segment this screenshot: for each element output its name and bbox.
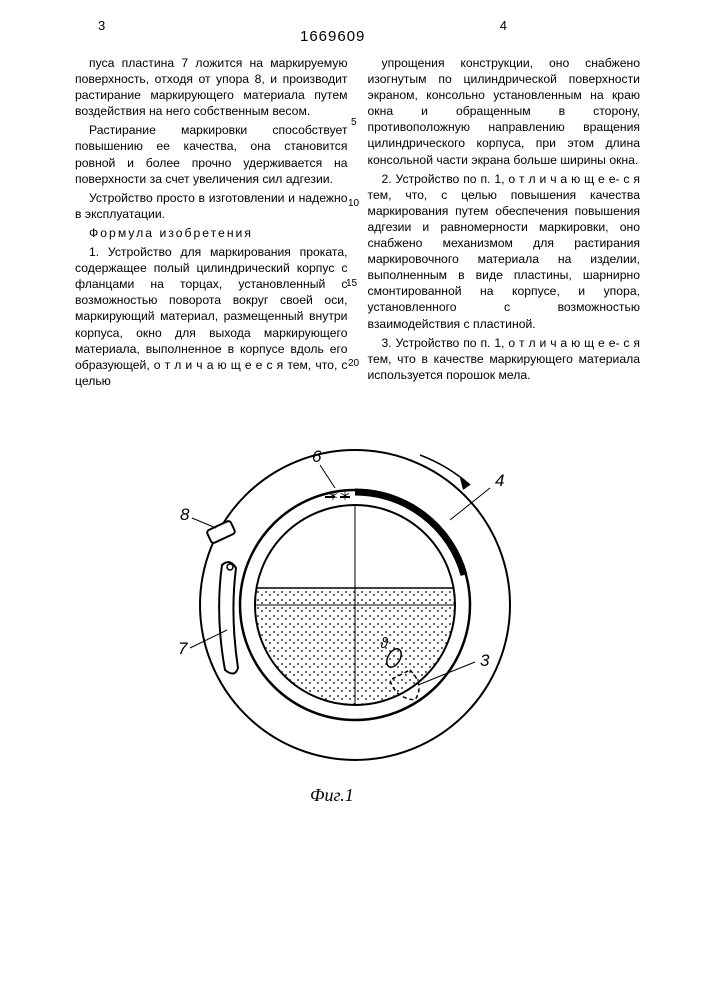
angle-mark: ϑ [380,635,389,652]
fig-label-6: 6 [312,447,322,466]
fig-label-7: 7 [178,639,188,658]
right-p2: 2. Устройство по п. 1, о т л и ч а ю щ е… [368,171,641,332]
page-number-left: 3 [98,18,105,33]
figure-caption: Фиг.1 [310,785,354,806]
fig-label-3: 3 [480,651,490,670]
right-p3: 3. Устройство по п. 1, о т л и ч а ю щ е… [368,335,641,383]
line-num-20: 20 [348,358,359,369]
figure-diagram: ＊＊ 6 4 3 7 8 ϑ [160,430,550,790]
text-body: пуса пластина 7 ложится на маркируемую п… [75,55,640,392]
formula-title: Формула изобретения [75,225,348,241]
left-p4: 1. Устройство для маркирования проката, … [75,244,348,389]
page-number-right: 4 [500,18,507,33]
right-p1: упрощения конструкции, оно снабжено изог… [368,55,641,168]
line-num-5: 5 [351,117,357,128]
left-column: пуса пластина 7 ложится на маркируемую п… [75,55,348,392]
right-column: упрощения конструкции, оно снабжено изог… [368,55,641,392]
line-num-15: 15 [346,278,357,289]
fig-label-8: 8 [180,505,190,524]
left-p1: пуса пластина 7 ложится на маркируемую п… [75,55,348,119]
patent-number: 1669609 [300,28,365,45]
left-p2: Растирание маркировки способствует повыш… [75,122,348,186]
line-num-10: 10 [348,198,359,209]
figure-1: ＊＊ 6 4 3 7 8 ϑ [0,430,707,830]
asterisk-marks: ＊＊ [327,489,351,503]
fig-label-4: 4 [495,471,504,490]
left-p3: Устройство просто в изготовлении и надеж… [75,190,348,222]
